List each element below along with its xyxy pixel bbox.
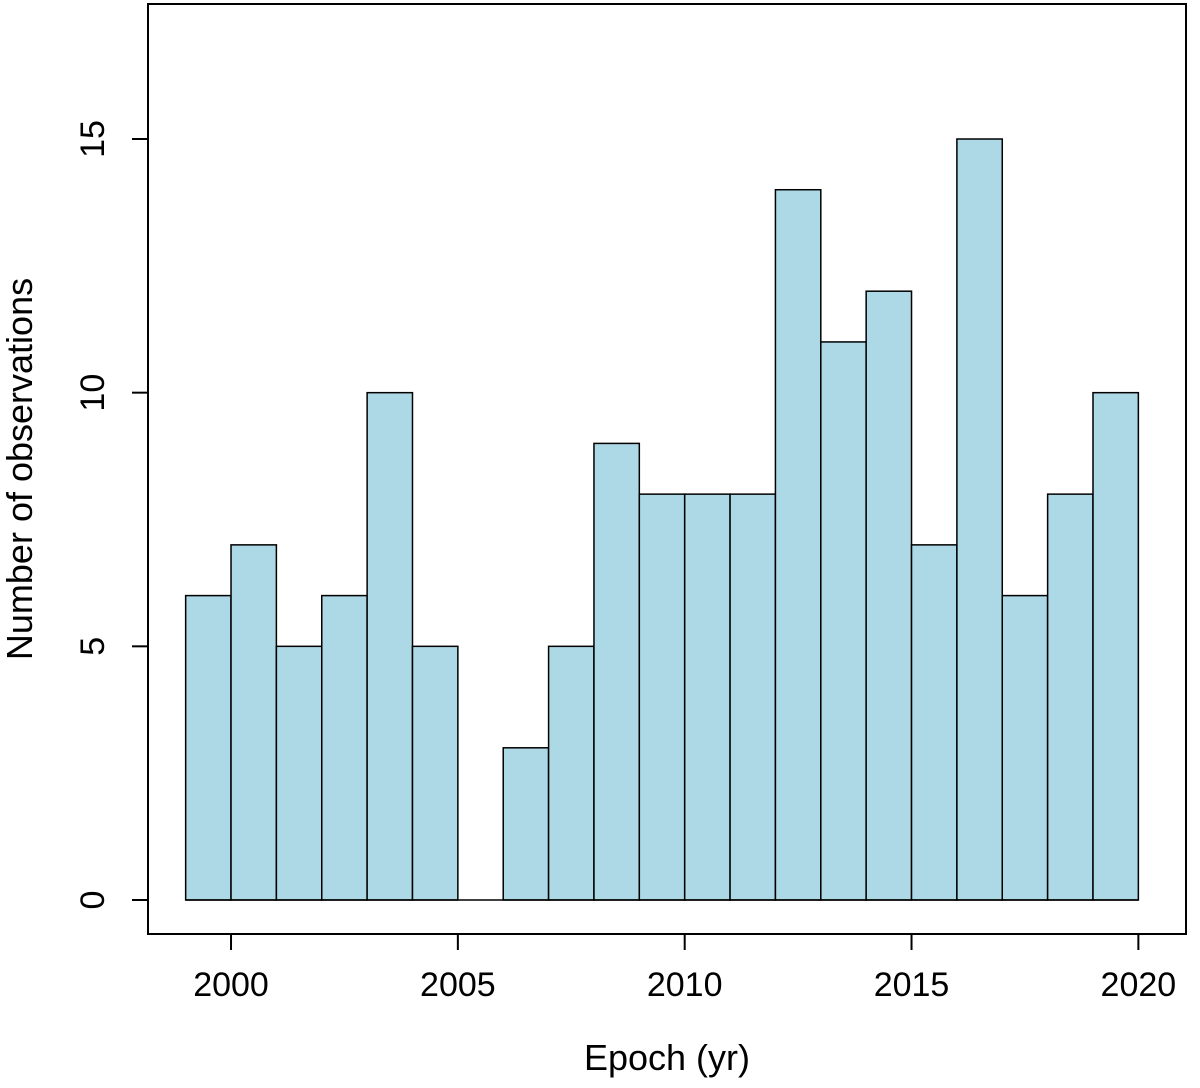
bar-2012	[774, 188, 822, 901]
x-tick-label-2000: 2000	[193, 966, 269, 1004]
bar-2001	[275, 645, 323, 901]
bar-2016	[956, 138, 1004, 901]
y-axis: 0 5 10 15	[74, 120, 149, 910]
bar-2014	[865, 290, 913, 901]
x-axis: 2000 2005 2010 2015 2020	[193, 933, 1177, 1004]
x-axis-title: Epoch (yr)	[584, 1037, 750, 1078]
bar-2000	[230, 544, 278, 901]
bar-2003	[366, 391, 414, 901]
x-tick-label-2010: 2010	[647, 966, 723, 1004]
bar-2017	[1001, 594, 1049, 901]
bar-2007	[547, 645, 595, 901]
y-tick-label-15: 15	[74, 120, 112, 158]
x-tick-label-2015: 2015	[874, 966, 950, 1004]
bar-2013	[820, 341, 867, 901]
bar-1999	[184, 594, 232, 901]
bar-2015	[910, 544, 958, 901]
bar-2019	[1092, 391, 1140, 901]
y-tick-label-5: 5	[74, 637, 112, 656]
x-tick-label-2020: 2020	[1101, 966, 1177, 1004]
y-tick-label-10: 10	[74, 374, 112, 412]
bar-2002	[321, 594, 368, 901]
y-tick-label-0: 0	[74, 891, 112, 910]
bar-2018	[1046, 493, 1094, 901]
bar-2009	[638, 493, 686, 901]
bar-2004	[411, 645, 459, 901]
bar-2011	[729, 493, 777, 901]
bar-2006	[502, 747, 550, 901]
x-tick-label-2005: 2005	[420, 966, 496, 1004]
bar-2010	[683, 493, 731, 901]
bars-group	[184, 138, 1140, 901]
bar-2008	[593, 442, 641, 901]
y-axis-title: Number of observations	[0, 278, 40, 660]
